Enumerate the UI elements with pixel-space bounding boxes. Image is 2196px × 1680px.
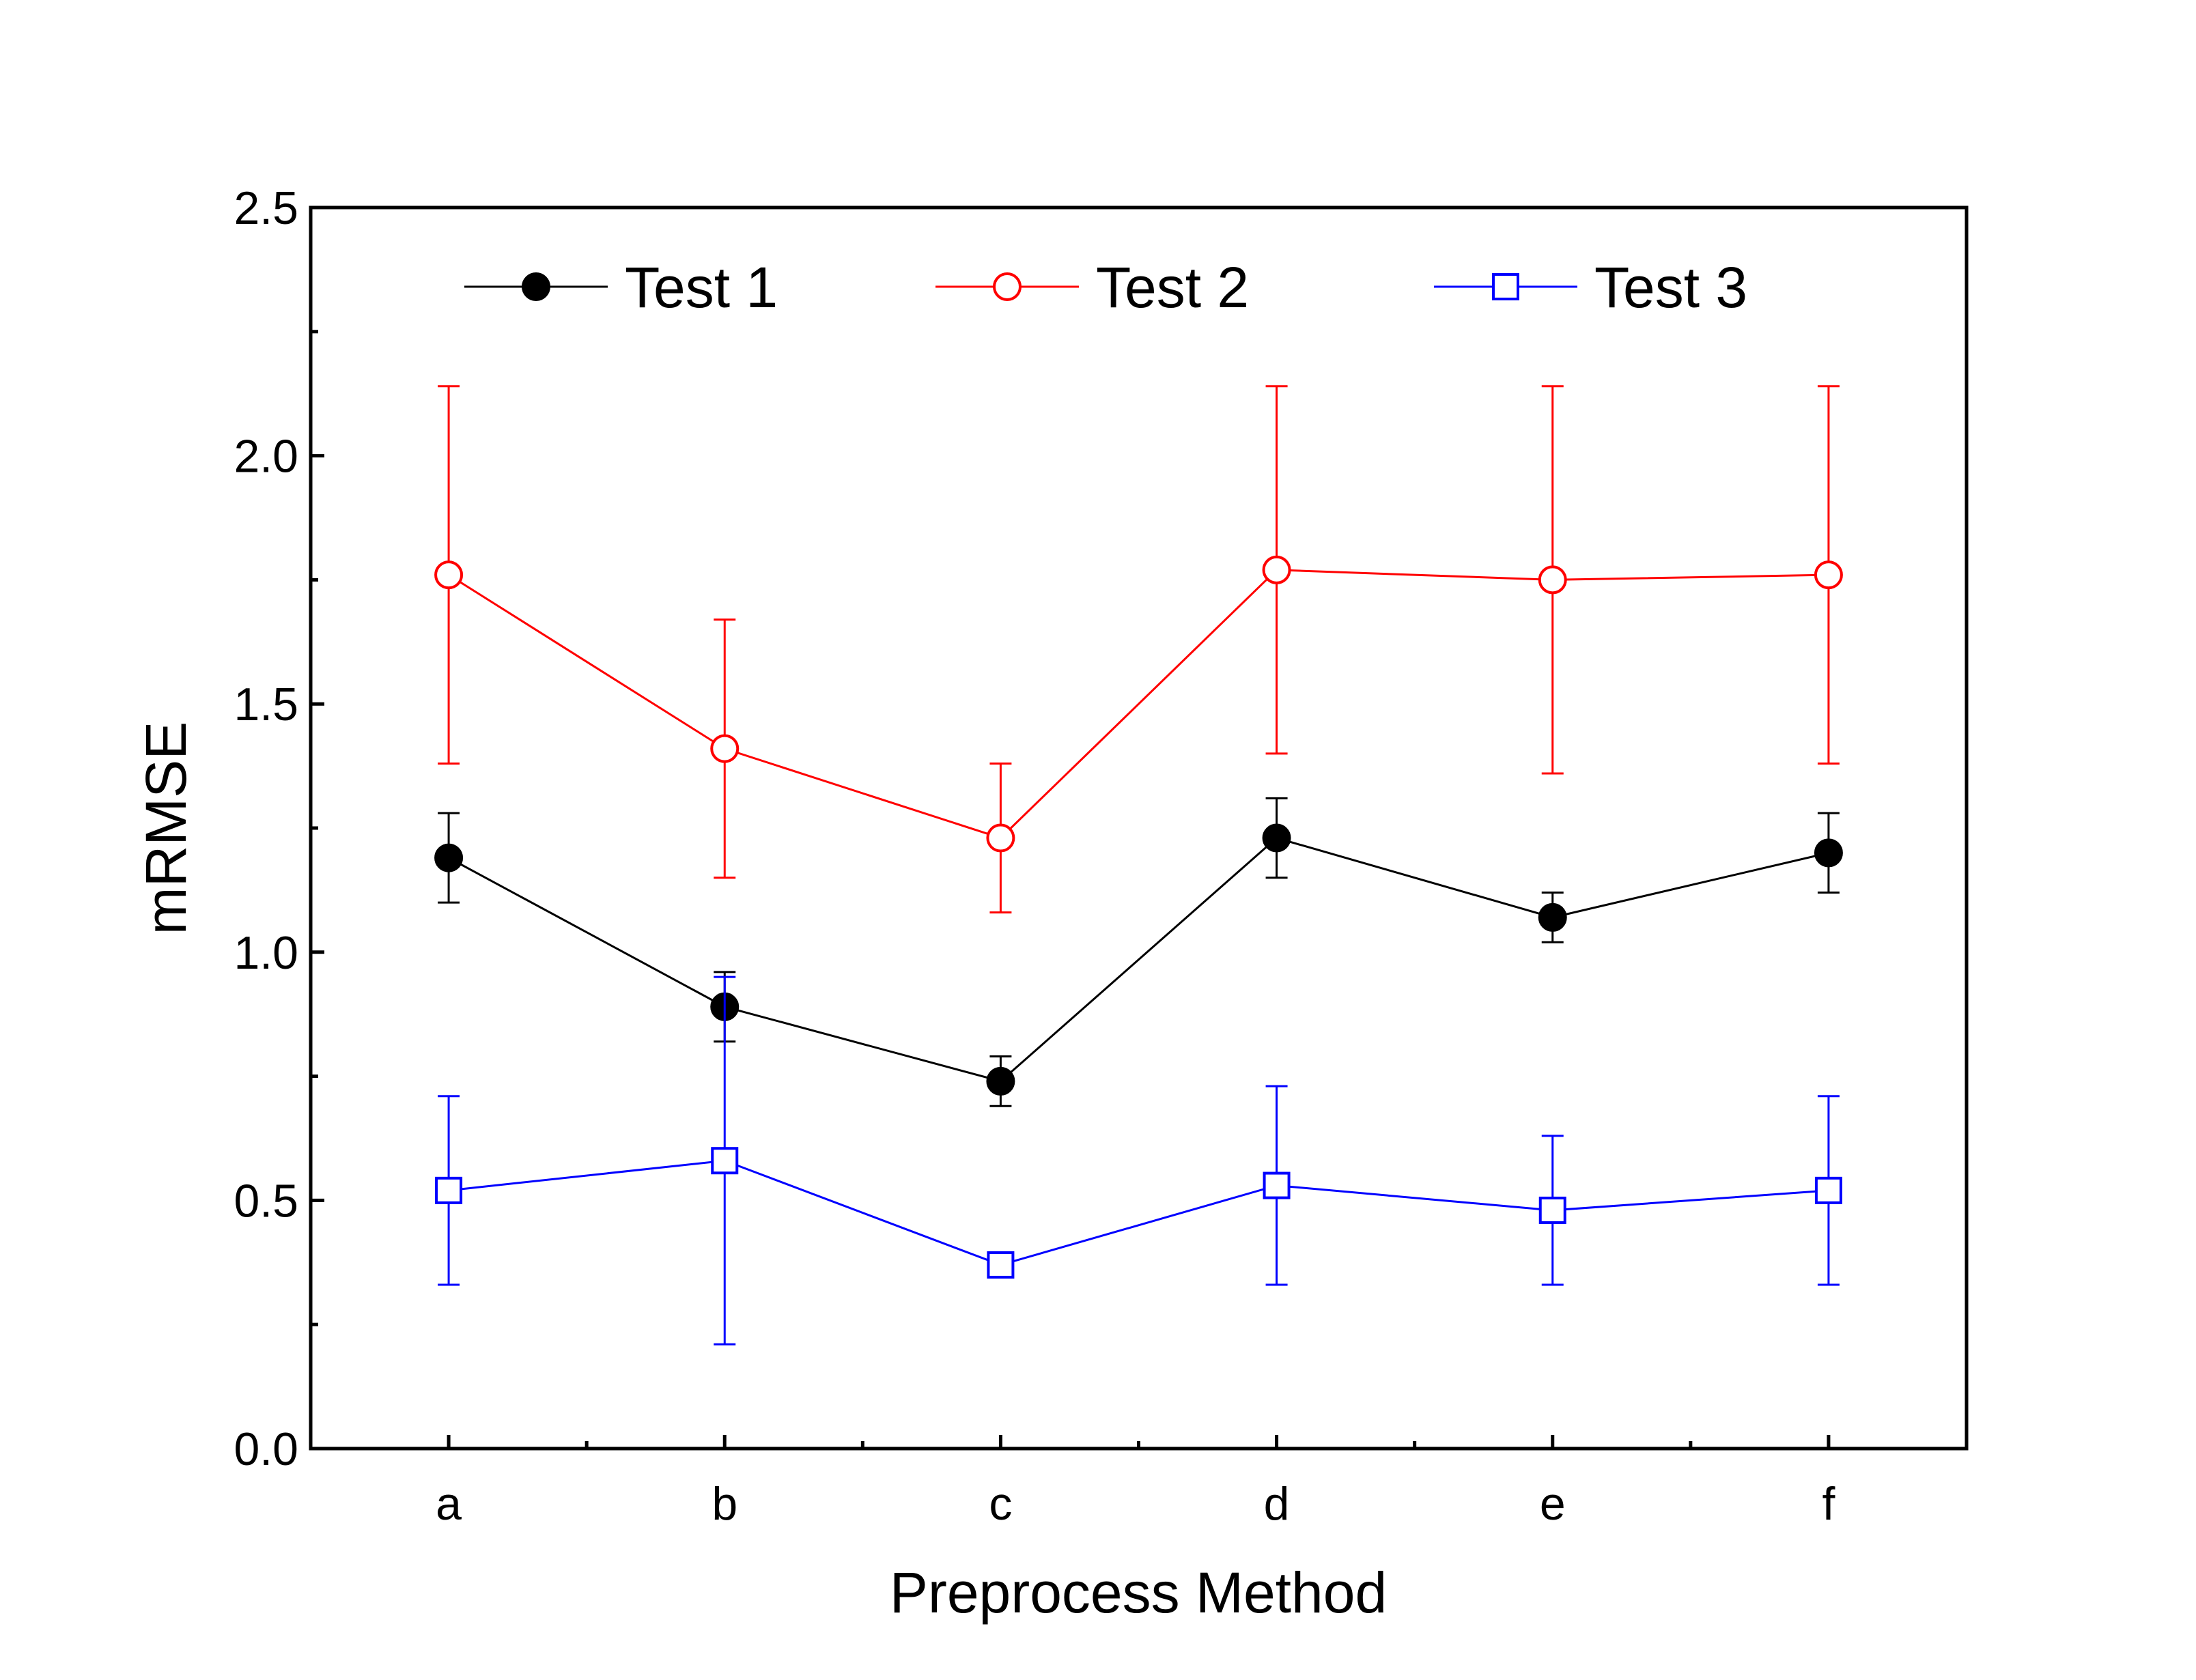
data-point [1262,823,1291,853]
y-tick-label: 2.5 [234,182,298,234]
data-point [434,843,464,872]
y-axis-label: mRMSE [134,722,198,935]
data-point [987,1251,1015,1279]
series-2 [434,385,1843,914]
data-point [1538,902,1567,932]
x-tick-label: b [712,1478,737,1530]
data-point [710,734,740,763]
legend: Test 1 Test 2 Test 3 [464,255,1747,319]
y-tick-label: 0.5 [234,1175,298,1227]
data-point [1538,565,1567,595]
series-line [448,569,1829,840]
legend-marker [1492,273,1519,300]
x-tick-label: a [436,1478,462,1530]
data-point [1814,1176,1842,1204]
legend-item-2: Test 2 [935,255,1249,319]
legend-item-1: Test 1 [464,255,778,319]
series-line [448,836,1829,1083]
legend-marker [522,272,550,301]
data-point [1263,1171,1291,1199]
series-line [448,1159,1829,1266]
legend-label: Test 1 [625,255,778,319]
data-point [986,823,1015,853]
y-tick-label: 1.0 [234,927,298,979]
data-point [1814,838,1843,868]
data-point [1538,1196,1566,1224]
data-point [434,560,464,590]
legend-label: Test 2 [1096,255,1249,319]
data-point [1262,555,1291,584]
data-point [435,1176,463,1204]
x-tick-label: e [1540,1478,1566,1530]
data-point [986,1066,1015,1096]
series-3 [435,976,1842,1346]
y-tick-label: 0.0 [234,1423,298,1475]
axes: 0.0 0.5 1.0 1.5 2.0 2.5 a b c d e f [234,182,1835,1530]
x-tick-label: f [1822,1478,1835,1530]
data-point [1814,560,1843,590]
y-tick-label: 2.0 [234,431,298,483]
x-tick-label: d [1264,1478,1290,1530]
y-tick-label: 1.5 [234,679,298,730]
legend-item-3: Test 3 [1434,255,1747,319]
x-axis-label: Preprocess Method [890,1561,1387,1625]
legend-label: Test 3 [1594,255,1747,319]
plot-marks [434,385,1843,1346]
legend-marker [993,272,1022,301]
data-point [711,1147,739,1175]
x-tick-label: c [989,1478,1012,1530]
